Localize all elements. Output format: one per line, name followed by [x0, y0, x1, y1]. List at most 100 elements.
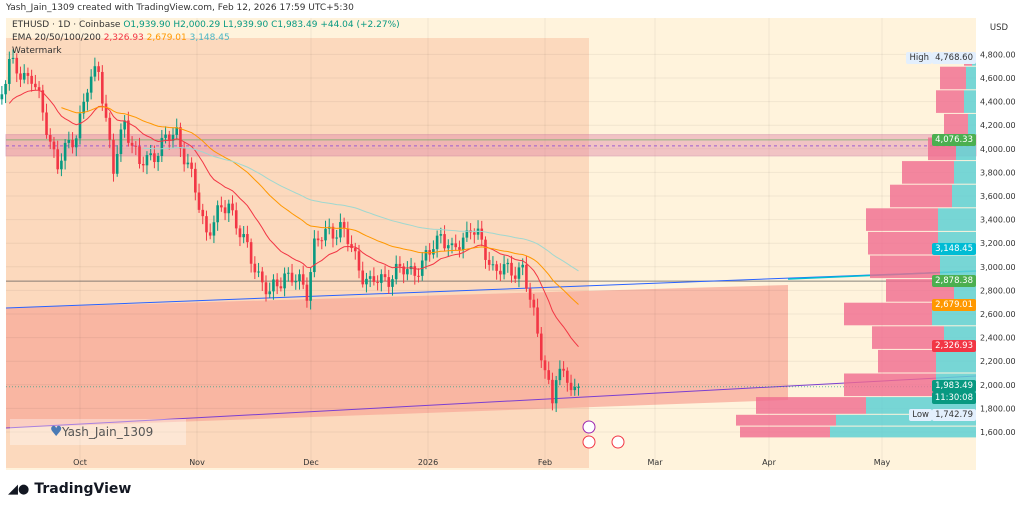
candle-body: [197, 192, 201, 210]
candle-body: [123, 120, 126, 130]
candle-body: [290, 272, 294, 283]
candle-body: [528, 288, 532, 300]
candle-body: [305, 284, 309, 301]
close-value: C1,983.49: [271, 20, 318, 30]
candle-body: [554, 380, 558, 404]
candle-body: [167, 134, 171, 141]
volume-profile-sell: [868, 231, 938, 255]
candle-body: [275, 279, 279, 287]
candle-body: [513, 275, 517, 279]
candle-body: [171, 134, 175, 141]
candle-body: [577, 386, 580, 388]
y-tick-label: 3,600.00: [980, 192, 1016, 201]
us-flag-event-icon: [582, 435, 596, 449]
candle-body: [298, 274, 301, 282]
candle-body: [101, 71, 104, 104]
volume-profile-sell: [870, 255, 940, 279]
candle-body: [491, 264, 495, 266]
candle-body: [402, 266, 405, 275]
candle-body: [510, 262, 513, 276]
candle-body: [324, 228, 327, 241]
candle-body: [558, 368, 562, 381]
candle-body: [19, 73, 22, 80]
y-tick-label: 4,000.00: [980, 145, 1016, 154]
candle-body: [63, 142, 67, 161]
heart-icon: ♥: [50, 424, 63, 440]
candle-body: [532, 299, 536, 308]
candle-body: [41, 90, 45, 113]
candle-body: [435, 235, 439, 250]
candle-body: [484, 239, 487, 260]
open-value: O1,939.90: [123, 20, 171, 30]
y-tick-label: 1,600.00: [980, 428, 1016, 437]
zone-price-label: 4,076.33: [932, 134, 976, 146]
candle-body: [406, 269, 409, 275]
candle-body: [97, 66, 100, 72]
candle-body: [182, 148, 186, 165]
ema100-line: [143, 147, 579, 272]
candle-body: [231, 203, 234, 211]
candle-body: [380, 274, 383, 283]
candle-body: [313, 238, 316, 273]
volume-profile-sell: [844, 302, 932, 326]
volume-profile-buy: [938, 208, 976, 231]
candle-body: [130, 142, 134, 146]
x-tick-label: Dec: [303, 458, 318, 467]
candle-body: [89, 76, 93, 93]
volume-profile-buy: [968, 113, 976, 137]
volume-profile-buy: [836, 414, 976, 426]
candle-body: [547, 370, 551, 380]
x-tick-label: Apr: [762, 458, 777, 467]
candle-body: [34, 83, 37, 88]
candle-body: [294, 281, 298, 283]
countdown-label: 11:30:08: [931, 392, 976, 404]
candle-body: [383, 274, 387, 278]
tv-logo-icon: ◢●: [8, 481, 30, 497]
currency-button[interactable]: USD: [979, 20, 1019, 36]
candle-body: [78, 113, 82, 139]
ema50-line: [61, 106, 579, 305]
volume-profile-sell: [890, 184, 952, 208]
ema-label: EMA 20/50/100/200: [12, 33, 101, 43]
candle-body: [454, 243, 458, 248]
watermark-legend[interactable]: Watermark: [12, 46, 62, 56]
candle-body: [30, 75, 33, 84]
y-tick-label: 2,400.00: [980, 334, 1016, 343]
volume-profile-sell: [936, 90, 964, 113]
y-tick-label: 4,800.00: [980, 50, 1016, 59]
candle-body: [145, 155, 149, 166]
logo-text: TradingView: [34, 481, 132, 497]
candle-body: [60, 160, 63, 170]
candle-body: [119, 129, 123, 154]
candle-body: [461, 237, 465, 250]
candle-body: [15, 57, 19, 74]
candle-body: [257, 271, 260, 273]
ema20-value: 2,326.93: [103, 33, 144, 43]
volume-profile-sell: [944, 113, 968, 137]
candle-body: [331, 226, 335, 239]
candle-body: [335, 237, 338, 239]
y-tick-label: 2,000.00: [980, 381, 1016, 390]
y-tick-label: 3,400.00: [980, 216, 1016, 225]
candle-body: [104, 103, 108, 118]
volume-profile-buy: [830, 426, 976, 438]
symbol-label[interactable]: ETHUSD · 1D · Coinbase: [12, 20, 121, 30]
candle-body: [160, 137, 164, 156]
candle-body: [216, 205, 219, 223]
candle-body: [361, 270, 365, 285]
candle-body: [220, 205, 223, 208]
x-tick-label: 2026: [418, 458, 438, 467]
candle-body: [562, 368, 565, 371]
candle-body: [253, 263, 257, 273]
ema-legend[interactable]: EMA 20/50/100/200 2,326.93 2,679.01 3,14…: [12, 33, 230, 43]
price-chart[interactable]: Oct Nov Dec 2026 Feb Mar Apr May 1,600.00 1,800.0…: [0, 0, 1024, 470]
candle-body: [74, 138, 78, 148]
candle-body: [566, 370, 569, 383]
candle-body: [495, 264, 498, 271]
ema50-value: 2,679.01: [146, 33, 187, 43]
candle-body: [26, 72, 30, 76]
candle-body: [543, 360, 547, 371]
candle-body: [365, 278, 368, 285]
candle-body: [539, 333, 543, 361]
tradingview-logo[interactable]: ◢● TradingView: [8, 481, 131, 497]
